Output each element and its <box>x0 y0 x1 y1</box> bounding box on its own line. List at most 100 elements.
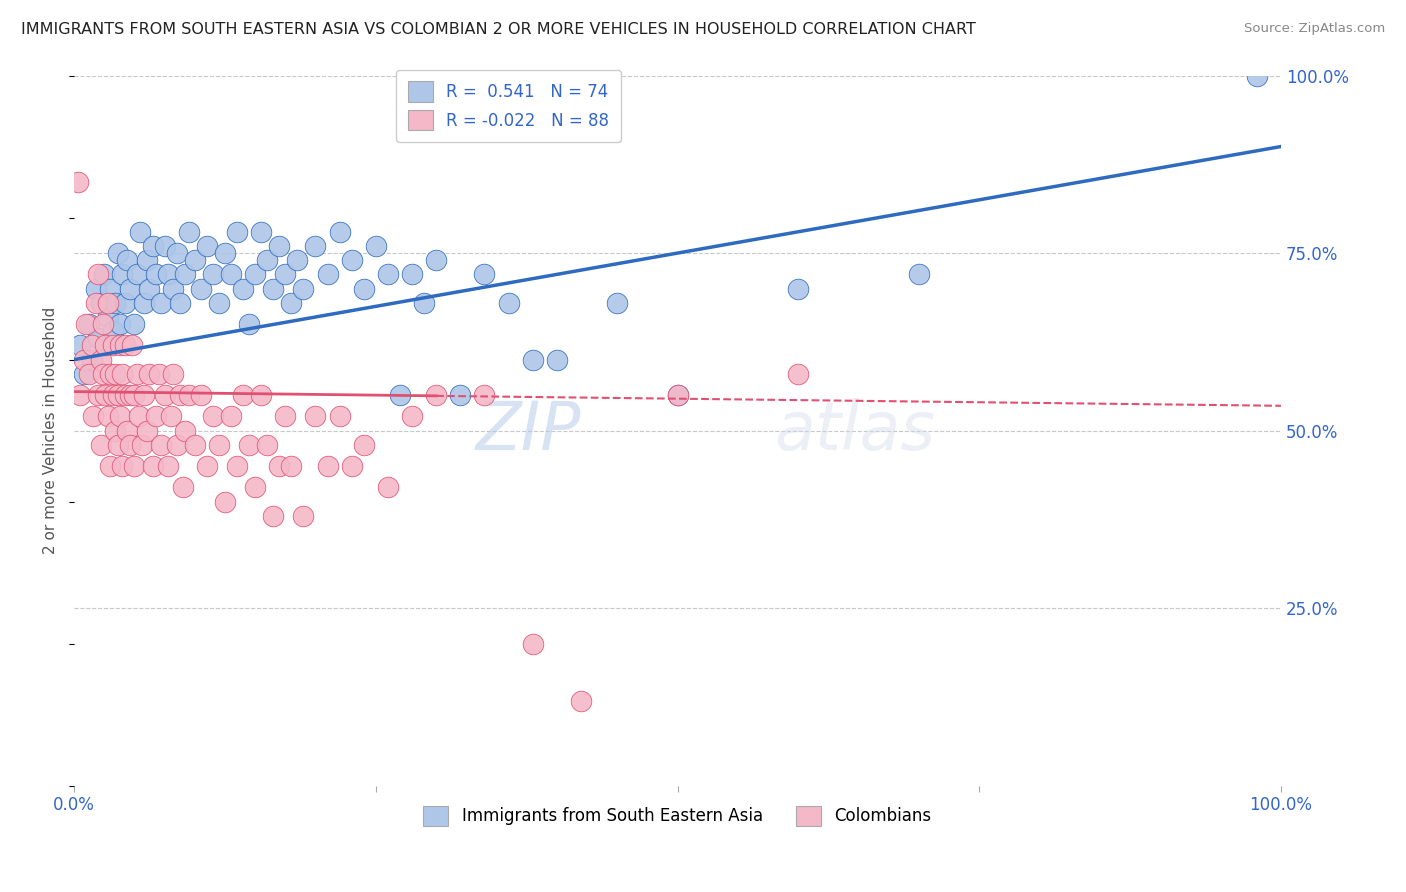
Point <box>82 409 104 424</box>
Point <box>214 246 236 260</box>
Point <box>304 239 326 253</box>
Point <box>145 268 167 282</box>
Point <box>1246 69 1268 83</box>
Point <box>353 282 375 296</box>
Point <box>364 239 387 253</box>
Point <box>340 459 363 474</box>
Point <box>169 388 191 402</box>
Point <box>292 508 315 523</box>
Point <box>159 409 181 424</box>
Point <box>377 480 399 494</box>
Point <box>97 310 120 324</box>
Point <box>340 253 363 268</box>
Text: IMMIGRANTS FROM SOUTH EASTERN ASIA VS COLOMBIAN 2 OR MORE VEHICLES IN HOUSEHOLD : IMMIGRANTS FROM SOUTH EASTERN ASIA VS CO… <box>21 22 976 37</box>
Point <box>138 282 160 296</box>
Point <box>93 268 115 282</box>
Point <box>141 239 163 253</box>
Point <box>250 225 273 239</box>
Point <box>184 438 207 452</box>
Point <box>121 338 143 352</box>
Point <box>214 494 236 508</box>
Point <box>522 352 544 367</box>
Point <box>219 409 242 424</box>
Point <box>111 268 134 282</box>
Point <box>474 268 496 282</box>
Point <box>425 253 447 268</box>
Point <box>201 268 224 282</box>
Point <box>787 282 810 296</box>
Point <box>177 388 200 402</box>
Point <box>238 438 260 452</box>
Point <box>108 338 131 352</box>
Point <box>138 367 160 381</box>
Point <box>569 693 592 707</box>
Point <box>413 295 436 310</box>
Point <box>274 268 297 282</box>
Point <box>316 268 339 282</box>
Point <box>87 388 110 402</box>
Point <box>77 367 100 381</box>
Point <box>114 295 136 310</box>
Point <box>73 352 96 367</box>
Point <box>166 246 188 260</box>
Point <box>94 338 117 352</box>
Point <box>666 388 689 402</box>
Point <box>149 295 172 310</box>
Point <box>91 317 114 331</box>
Point <box>125 268 148 282</box>
Point <box>908 268 931 282</box>
Point <box>135 424 157 438</box>
Point <box>132 388 155 402</box>
Point <box>115 424 138 438</box>
Point <box>118 282 141 296</box>
Point <box>262 508 284 523</box>
Point <box>148 367 170 381</box>
Point <box>90 438 112 452</box>
Point <box>243 480 266 494</box>
Point <box>269 459 291 474</box>
Point <box>98 459 121 474</box>
Point <box>82 352 104 367</box>
Point <box>90 295 112 310</box>
Point <box>132 295 155 310</box>
Point <box>425 388 447 402</box>
Point <box>75 317 97 331</box>
Point <box>98 367 121 381</box>
Point <box>401 409 423 424</box>
Point <box>546 352 568 367</box>
Y-axis label: 2 or more Vehicles in Household: 2 or more Vehicles in Household <box>44 307 58 554</box>
Point <box>256 253 278 268</box>
Point <box>285 253 308 268</box>
Point <box>101 388 124 402</box>
Point <box>82 338 104 352</box>
Point <box>108 409 131 424</box>
Point <box>101 338 124 352</box>
Point <box>125 367 148 381</box>
Point <box>162 367 184 381</box>
Point <box>388 388 411 402</box>
Point <box>172 480 194 494</box>
Point <box>90 352 112 367</box>
Point <box>107 246 129 260</box>
Point <box>114 338 136 352</box>
Point <box>232 388 254 402</box>
Point <box>184 253 207 268</box>
Point <box>292 282 315 296</box>
Point <box>124 459 146 474</box>
Point <box>84 282 107 296</box>
Point <box>104 367 127 381</box>
Point <box>135 253 157 268</box>
Point <box>66 175 89 189</box>
Point <box>243 268 266 282</box>
Point <box>195 239 218 253</box>
Point <box>98 282 121 296</box>
Point <box>401 268 423 282</box>
Point <box>449 388 471 402</box>
Point <box>111 367 134 381</box>
Point <box>111 459 134 474</box>
Point <box>353 438 375 452</box>
Point <box>114 388 136 402</box>
Point <box>162 282 184 296</box>
Point <box>153 388 176 402</box>
Point <box>73 367 96 381</box>
